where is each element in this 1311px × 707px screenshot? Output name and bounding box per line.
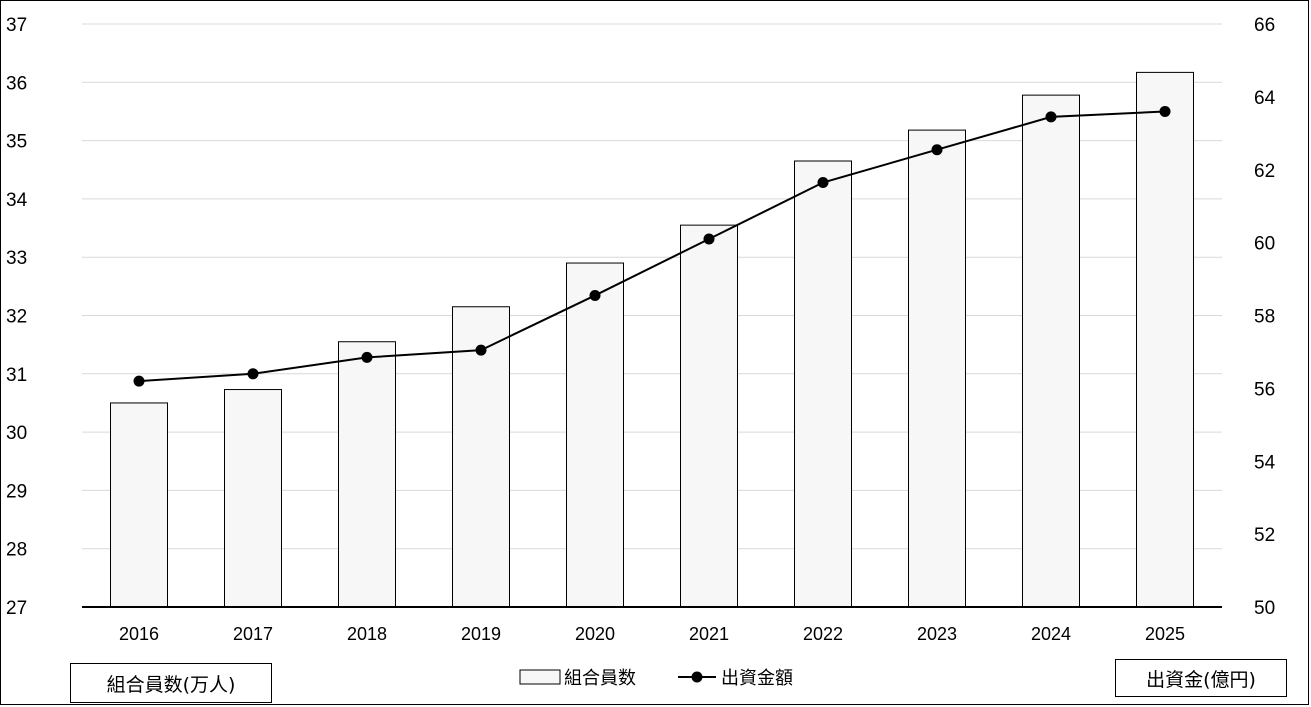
x-tick-label: 2017 [233, 624, 273, 644]
bar-2018 [338, 341, 396, 608]
line-point-2021 [703, 233, 715, 245]
left-tick-label: 29 [6, 481, 27, 502]
right-tick-label: 62 [1254, 161, 1275, 182]
line-point-2020 [589, 289, 601, 301]
left-axis-title: 組合員数(万人) [70, 663, 272, 703]
x-tick-label: 2023 [917, 624, 957, 644]
legend-bar-swatch [519, 669, 561, 685]
legend: 組合員数 出資金額 [519, 668, 793, 688]
left-tick-label: 32 [6, 307, 27, 328]
right-axis-title: 出資金(億円) [1115, 659, 1287, 697]
bar-2025 [1136, 71, 1194, 608]
x-tick-label: 2024 [1031, 624, 1071, 644]
right-tick-label: 56 [1254, 379, 1275, 400]
left-tick-label: 31 [6, 365, 27, 386]
bar-2023 [908, 129, 966, 608]
line-point-2024 [1045, 111, 1057, 123]
right-tick-label: 54 [1254, 452, 1276, 473]
bar-2016 [110, 402, 168, 608]
line-path [138, 110, 1166, 383]
left-tick-label: 33 [6, 248, 27, 269]
bar-series [110, 71, 1194, 608]
x-tick-label: 2021 [689, 624, 729, 644]
line-point-2022 [817, 177, 829, 189]
right-tick-label: 64 [1254, 88, 1276, 109]
left-axis-ticks: 27 28 29 30 31 32 33 34 35 36 37 [6, 15, 28, 619]
right-tick-label: 50 [1254, 598, 1275, 619]
right-tick-label: 58 [1254, 307, 1275, 328]
left-tick-label: 36 [6, 73, 27, 94]
bar-2024 [1022, 94, 1080, 608]
left-tick-label: 28 [6, 540, 27, 561]
line-point-2017 [247, 368, 259, 380]
x-tick-label: 2018 [347, 624, 387, 644]
bar-2021 [680, 224, 738, 608]
legend-line-label: 出資金額 [721, 668, 793, 688]
line-series [133, 105, 1171, 387]
left-tick-label: 34 [6, 190, 28, 211]
right-tick-label: 60 [1254, 234, 1275, 255]
right-axis-ticks: 50 52 54 56 58 60 62 64 66 [1254, 15, 1276, 619]
right-tick-label: 66 [1254, 15, 1275, 36]
legend-line-marker [691, 671, 703, 683]
x-tick-label: 2020 [575, 624, 615, 644]
line-point-2019 [475, 344, 487, 356]
x-tick-label: 2025 [1145, 624, 1185, 644]
bar-2017 [224, 389, 282, 608]
line-point-2018 [361, 351, 373, 363]
right-tick-label: 52 [1254, 525, 1275, 546]
left-tick-label: 30 [6, 423, 27, 444]
x-axis-ticks: 2016 2017 2018 2019 2020 2021 2022 2023 2024 2025 [119, 624, 1185, 644]
x-tick-label: 2016 [119, 624, 159, 644]
left-tick-label: 27 [6, 598, 27, 619]
left-tick-label: 35 [6, 132, 27, 153]
x-tick-label: 2019 [461, 624, 501, 644]
left-tick-label: 37 [6, 15, 27, 36]
bar-2022 [794, 160, 852, 608]
line-point-2025 [1159, 105, 1171, 117]
bar-2019 [452, 306, 510, 608]
legend-bar-label: 組合員数 [564, 668, 636, 688]
line-point-2023 [931, 144, 943, 156]
x-tick-label: 2022 [803, 624, 843, 644]
bar-2020 [566, 262, 624, 608]
line-point-2016 [133, 375, 145, 387]
